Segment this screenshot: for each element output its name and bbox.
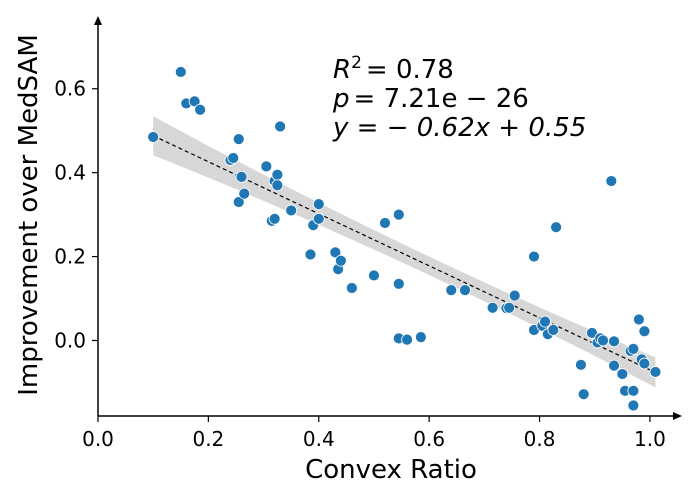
data-point [285, 204, 298, 217]
x-tick-label: 0.6 [413, 427, 445, 451]
p-value-value: = 7.21e − 26 [354, 84, 529, 114]
r-squared-power: 2 [351, 53, 362, 73]
x-tick-label: 1.0 [634, 427, 666, 451]
data-point [345, 282, 358, 294]
data-point [605, 175, 618, 187]
data-point [528, 250, 540, 263]
data-point [329, 246, 342, 259]
data-point [627, 342, 640, 355]
axes [94, 16, 682, 420]
x-tick-label: 0.8 [524, 427, 556, 451]
data-point [638, 325, 651, 338]
regression-equation: y = − 0.62x + 0.55 [332, 113, 586, 143]
data-point [379, 217, 391, 229]
y-axis-label: Improvement over MedSAM [14, 34, 44, 396]
data-point [616, 368, 629, 380]
data-point [597, 334, 609, 347]
data-point [608, 335, 620, 348]
r-squared-annotation: R2 = 0.78 [333, 53, 454, 85]
data-point [547, 324, 560, 336]
x-axis-arrow [673, 412, 682, 420]
data-point [271, 168, 284, 181]
y-tick-label: 0.0 [54, 328, 86, 352]
data-point [271, 179, 284, 192]
data-point [508, 289, 521, 302]
data-point [274, 120, 287, 133]
data-point [334, 254, 347, 267]
data-point [194, 103, 207, 116]
p-value-annotation: p = 7.21e − 26 [332, 84, 529, 114]
data-point [260, 160, 273, 173]
data-point [227, 152, 240, 164]
data-point [503, 301, 516, 314]
data-point [268, 212, 281, 225]
data-point [627, 399, 640, 412]
data-point [459, 284, 471, 297]
data-points-layer [147, 66, 662, 412]
y-tick-label: 0.6 [54, 77, 86, 101]
data-point [649, 366, 662, 378]
r-squared-value: = 0.78 [366, 55, 454, 85]
data-point [632, 313, 645, 326]
data-point [392, 208, 405, 221]
data-point [608, 359, 620, 372]
p-value-symbol: p [332, 84, 350, 114]
data-point [445, 284, 458, 297]
data-point [235, 170, 248, 183]
r-squared-symbol: R [333, 55, 351, 85]
y-axis-arrow [94, 16, 102, 25]
data-point [312, 198, 325, 211]
data-point [539, 315, 551, 328]
data-point [414, 331, 427, 344]
data-point [638, 357, 651, 370]
data-point [368, 269, 380, 282]
data-point [232, 133, 245, 145]
data-point [232, 196, 245, 208]
data-point [147, 131, 160, 143]
x-tick-label: 0.2 [192, 427, 224, 451]
y-tick-label: 0.4 [54, 161, 86, 185]
data-point [188, 95, 201, 108]
data-point [401, 333, 413, 346]
x-tick-label: 0.0 [82, 427, 114, 451]
y-tick-label: 0.2 [54, 245, 86, 269]
data-point [550, 221, 562, 234]
data-point [627, 384, 640, 397]
x-tick-label: 0.4 [303, 427, 335, 451]
data-point [575, 358, 587, 371]
data-point [577, 388, 590, 401]
data-point [392, 277, 405, 290]
data-point [238, 187, 251, 200]
x-axis-label: Convex Ratio [305, 455, 477, 485]
tick-marks: 0.0 0.2 0.4 0.6 0.8 1.0 0.0 0.2 0.4 0.6 [54, 77, 666, 451]
data-point [586, 327, 598, 339]
data-point [312, 212, 325, 225]
data-point [174, 66, 187, 78]
data-point [304, 248, 317, 261]
data-point [486, 301, 499, 314]
